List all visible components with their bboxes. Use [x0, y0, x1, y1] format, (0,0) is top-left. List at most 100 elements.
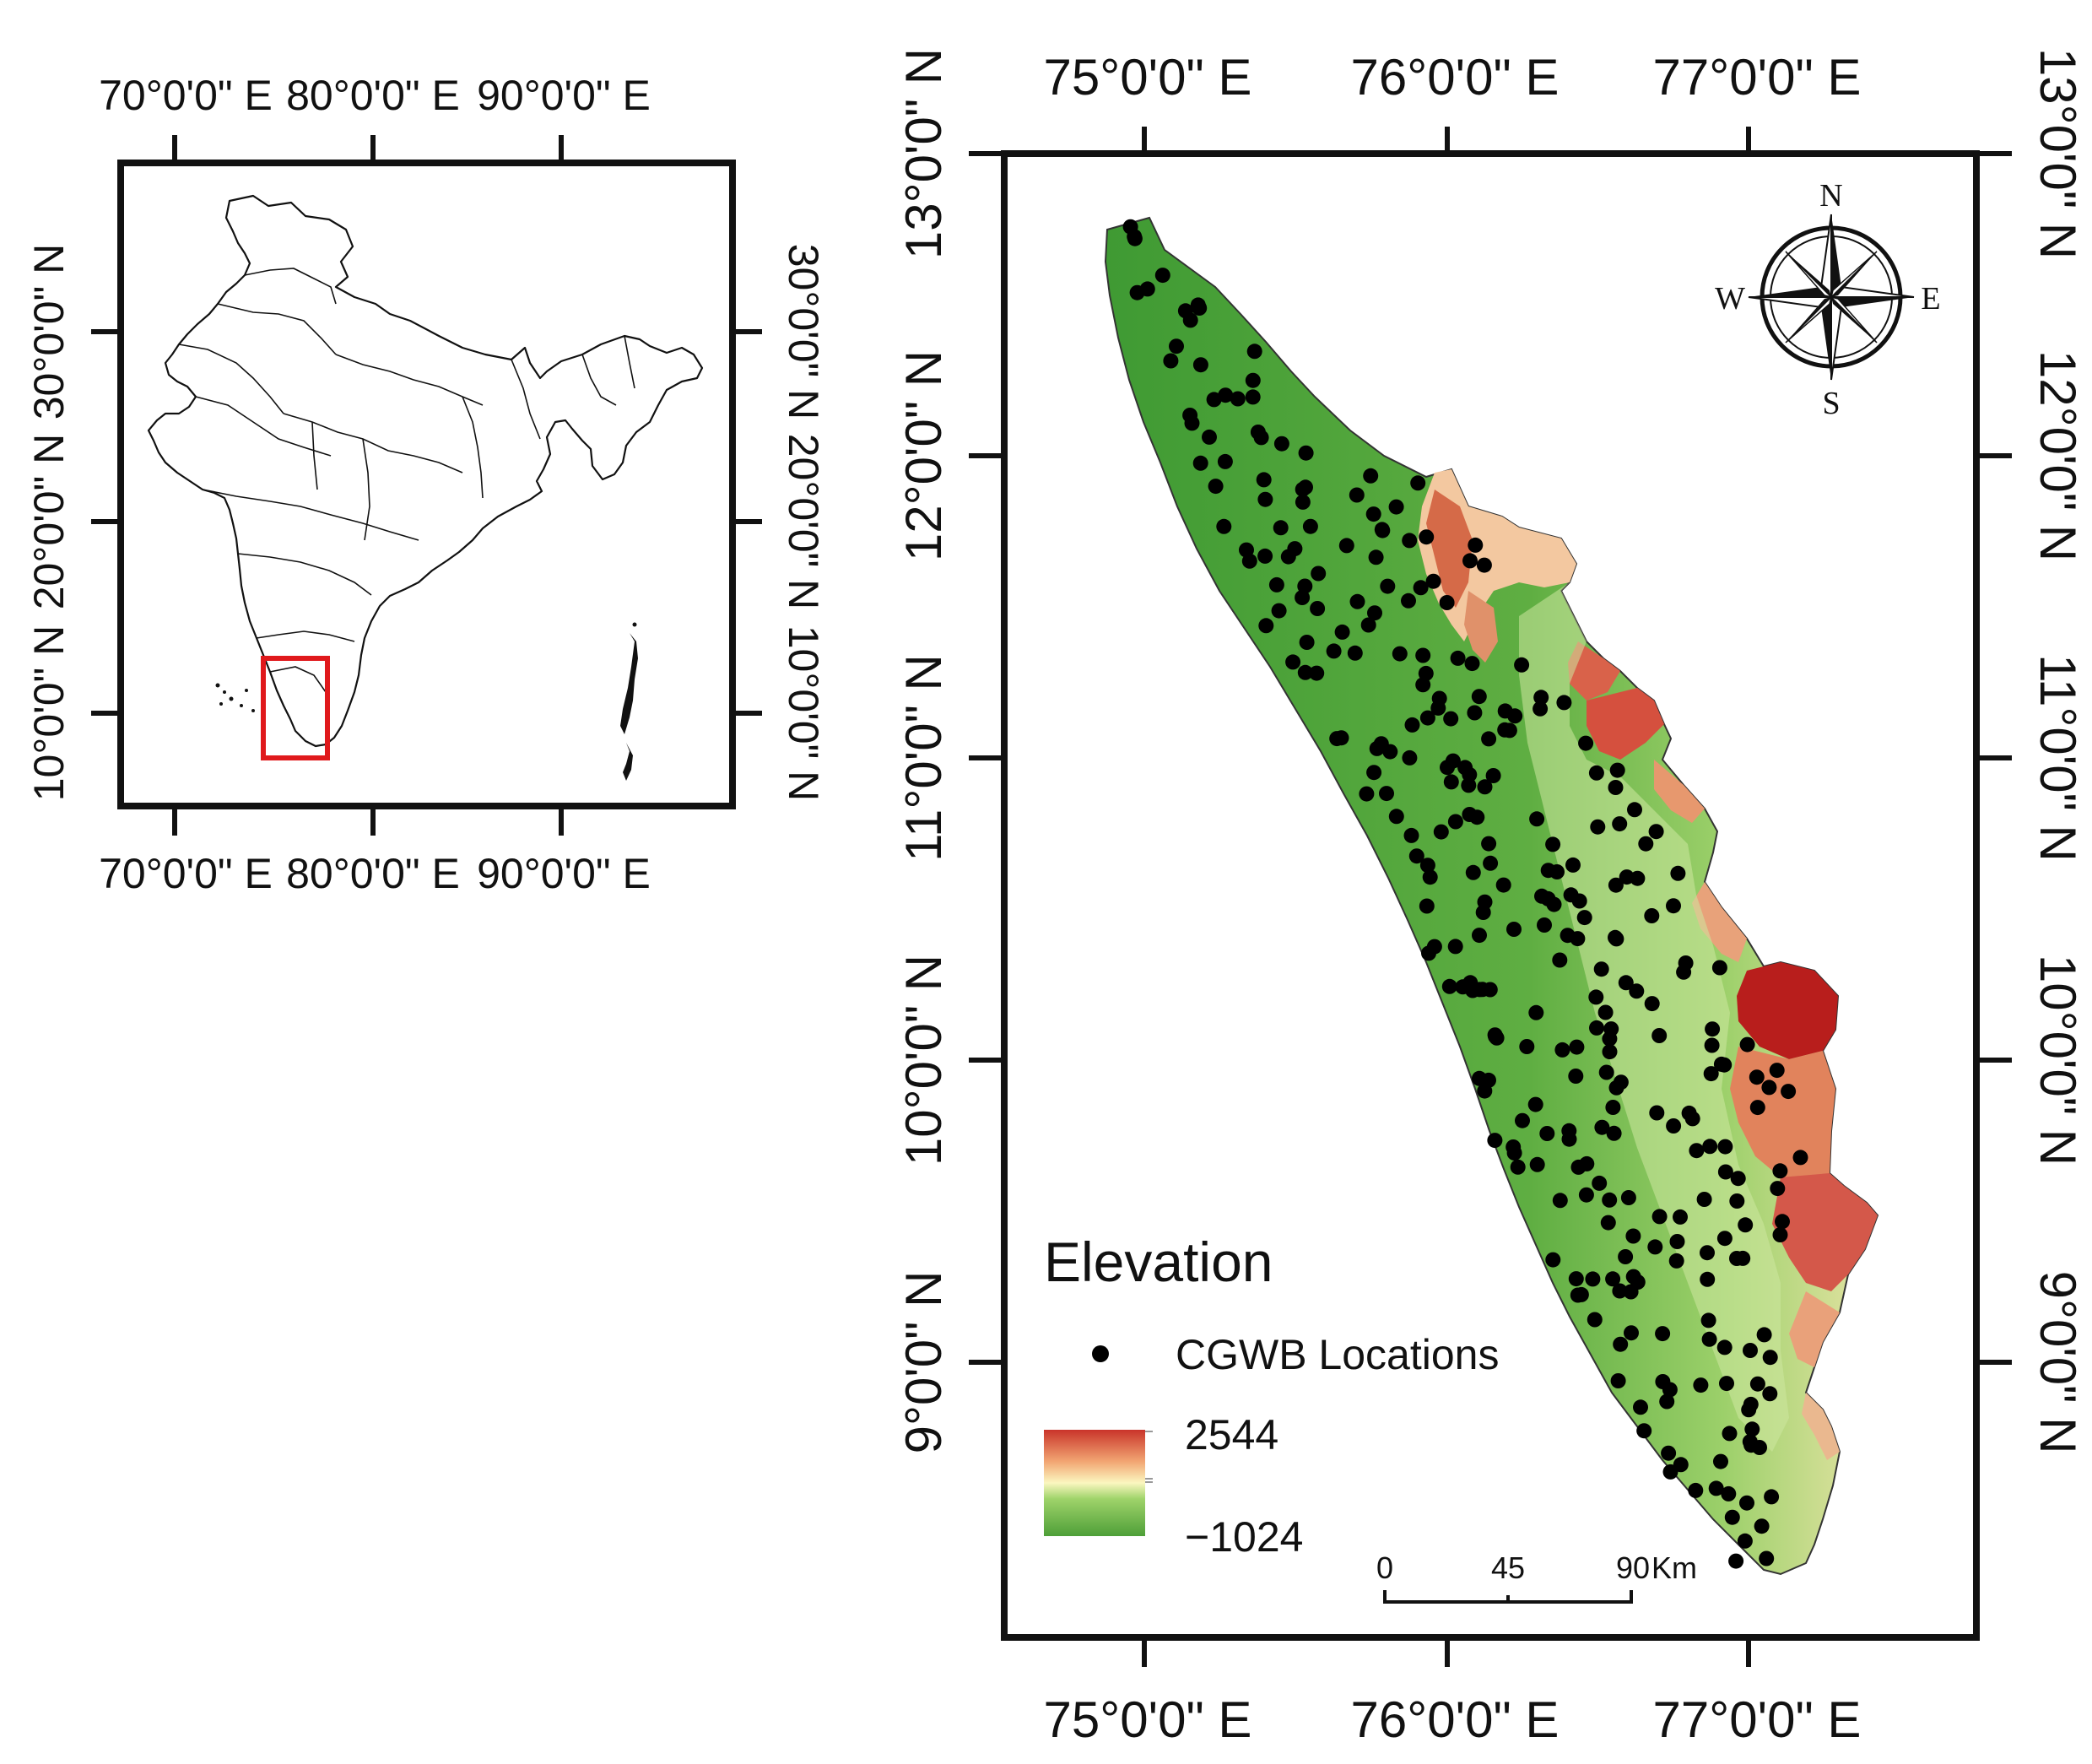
cgwb-location-point — [1756, 1327, 1772, 1343]
cgwb-location-point — [1256, 472, 1272, 488]
inset-left-label-20n: 20°0'0" N — [25, 434, 73, 610]
main-map: 75°0'0" E 76°0'0" E 77°0'0" E 75°0'0" E … — [895, 48, 2086, 1748]
cgwb-location-point — [1627, 802, 1642, 818]
cgwb-location-point — [1597, 1004, 1614, 1020]
cgwb-location-point — [1472, 928, 1487, 944]
cgwb-location-point — [1380, 578, 1396, 594]
cgwb-location-point — [1587, 1312, 1603, 1328]
cgwb-location-point — [1506, 922, 1522, 937]
cgwb-location-point — [1481, 836, 1497, 852]
cgwb-location-point — [1647, 1239, 1663, 1255]
cgwb-location-point — [1163, 353, 1179, 369]
cgwb-location-point — [1602, 1044, 1618, 1060]
cgwb-location-point — [1326, 643, 1342, 659]
cgwb-location-point — [1413, 580, 1429, 596]
cgwb-location-point — [1738, 1217, 1754, 1233]
cgwb-location-point — [1623, 1284, 1639, 1300]
cgwb-location-point — [1462, 553, 1478, 569]
cgwb-location-point — [1644, 908, 1660, 923]
cgwb-location-point — [1618, 975, 1634, 991]
cgwb-location-point — [1273, 520, 1289, 536]
cgwb-location-point — [1620, 1190, 1636, 1205]
cgwb-location-point — [1769, 1063, 1785, 1079]
highland-south-2 — [1789, 1291, 1840, 1367]
compass-s-label: S — [1822, 386, 1840, 421]
cgwb-location-point — [1717, 1139, 1733, 1155]
cgwb-location-point — [1684, 1111, 1700, 1127]
cgwb-location-point — [1241, 553, 1257, 569]
cgwb-location-point — [1295, 494, 1311, 510]
cgwb-location-point — [1216, 518, 1232, 534]
cgwb-location-point — [1139, 281, 1155, 297]
cgwb-location-point — [1590, 819, 1606, 835]
main-bottom-label-77e: 77°0'0" E — [1653, 1691, 1862, 1748]
main-right-label-10n: 10°0'0" N — [2030, 955, 2086, 1166]
cgwb-location-point — [1552, 1193, 1568, 1209]
cgwb-location-point — [1568, 1069, 1584, 1084]
cgwb-location-point — [1273, 436, 1289, 452]
cgwb-location-point — [1644, 996, 1660, 1012]
inset-top-label-90e: 90°0'0" E — [477, 72, 651, 119]
main-left-label-9n: 9°0'0" N — [895, 1271, 952, 1454]
compass-star-icon — [1748, 214, 1915, 381]
cgwb-location-point — [1388, 809, 1404, 825]
cgwb-location-point — [1382, 744, 1398, 760]
inset-islands — [215, 622, 638, 781]
cgwb-location-point — [1612, 1283, 1628, 1299]
cgwb-location-point — [1578, 1187, 1594, 1203]
cgwb-location-point — [1169, 338, 1184, 354]
cgwb-location-point — [1609, 762, 1625, 778]
cgwb-location-point — [1716, 1057, 1733, 1073]
cgwb-location-point — [1528, 1004, 1544, 1020]
cgwb-location-point — [1673, 1209, 1688, 1225]
cgwb-location-point — [1624, 1325, 1639, 1341]
inset-ticks — [91, 135, 762, 836]
cgwb-location-point — [1739, 1495, 1754, 1511]
highland-south-3 — [1802, 1393, 1840, 1460]
cgwb-location-point — [1338, 538, 1354, 554]
cgwb-location-point — [1462, 807, 1478, 822]
cgwb-location-point — [1366, 765, 1382, 781]
cgwb-location-point — [1633, 1399, 1648, 1415]
cgwb-location-point — [1716, 1339, 1733, 1355]
highland-mid2 — [1587, 688, 1664, 760]
cgwb-location-point — [1329, 731, 1345, 747]
cgwb-location-point — [1689, 1143, 1705, 1159]
highland-wayanad — [1464, 591, 1498, 663]
inset-bottom-label-90e: 90°0'0" E — [477, 850, 651, 897]
cgwb-location-point — [1359, 786, 1375, 802]
cgwb-location-point — [1347, 645, 1363, 661]
cgwb-location-point — [1762, 1386, 1778, 1402]
cgwb-location-point — [1440, 760, 1455, 776]
cgwb-location-point — [1443, 774, 1459, 790]
cgwb-location-point — [1431, 690, 1447, 706]
cgwb-location-point — [1659, 1393, 1675, 1410]
cgwb-location-point — [1589, 1020, 1604, 1036]
cgwb-location-point — [1419, 529, 1435, 545]
cgwb-location-point — [1192, 455, 1208, 471]
cgwb-location-point — [1309, 665, 1325, 681]
cgwb-points — [1122, 219, 1808, 1569]
cgwb-location-point — [1467, 705, 1483, 721]
cgwb-location-point — [1636, 1423, 1652, 1439]
cgwb-location-point — [1743, 1396, 1759, 1412]
cgwb-location-point — [1401, 593, 1416, 609]
main-right-label-12n: 12°0'0" N — [2030, 350, 2086, 561]
cgwb-location-point — [1419, 898, 1435, 914]
cgwb-location-point — [1545, 1252, 1561, 1268]
cgwb-location-point — [1759, 1550, 1775, 1566]
cgwb-location-point — [1603, 1021, 1619, 1037]
cgwb-location-point — [1702, 1139, 1718, 1155]
cgwb-location-point — [1415, 647, 1431, 663]
cgwb-location-point — [1368, 549, 1384, 565]
cgwb-location-point — [1717, 1164, 1733, 1180]
cgwb-location-point — [1257, 548, 1273, 564]
cgwb-location-point — [1754, 1518, 1770, 1534]
cgwb-location-point — [1545, 836, 1561, 852]
cgwb-location-point — [1713, 1453, 1728, 1469]
cgwb-location-point — [1510, 1159, 1526, 1175]
cgwb-location-point — [1515, 1112, 1530, 1128]
cgwb-location-point — [1722, 1426, 1738, 1442]
cgwb-location-point — [1425, 573, 1441, 589]
cgwb-location-point — [1612, 816, 1628, 832]
